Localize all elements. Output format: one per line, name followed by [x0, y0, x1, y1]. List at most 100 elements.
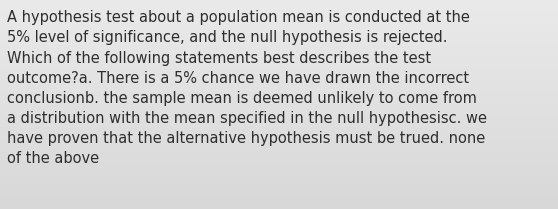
Bar — [0, 145, 558, 146]
Bar — [0, 167, 558, 168]
Bar — [0, 132, 558, 133]
Bar — [0, 6, 558, 7]
Bar — [0, 77, 558, 78]
Bar — [0, 104, 558, 105]
Bar — [0, 43, 558, 44]
Bar — [0, 1, 558, 2]
Bar — [0, 185, 558, 186]
Bar — [0, 177, 558, 178]
Bar — [0, 156, 558, 157]
Bar — [0, 146, 558, 147]
Bar — [0, 102, 558, 103]
Bar — [0, 98, 558, 99]
Bar — [0, 37, 558, 38]
Bar — [0, 90, 558, 91]
Bar — [0, 171, 558, 172]
Bar — [0, 3, 558, 4]
Bar — [0, 207, 558, 208]
Bar — [0, 121, 558, 122]
Bar — [0, 67, 558, 68]
Bar — [0, 94, 558, 95]
Bar — [0, 48, 558, 49]
Bar — [0, 142, 558, 143]
Bar — [0, 172, 558, 173]
Bar — [0, 100, 558, 101]
Bar — [0, 2, 558, 3]
Bar — [0, 201, 558, 202]
Bar — [0, 192, 558, 193]
Bar — [0, 179, 558, 180]
Bar — [0, 149, 558, 150]
Bar — [0, 173, 558, 174]
Bar — [0, 127, 558, 128]
Bar — [0, 122, 558, 123]
Bar — [0, 208, 558, 209]
Bar — [0, 133, 558, 134]
Bar — [0, 86, 558, 87]
Bar — [0, 23, 558, 24]
Bar — [0, 148, 558, 149]
Bar — [0, 7, 558, 8]
Bar — [0, 163, 558, 164]
Bar — [0, 64, 558, 65]
Bar — [0, 123, 558, 124]
Bar — [0, 159, 558, 160]
Bar — [0, 204, 558, 205]
Bar — [0, 203, 558, 204]
Bar — [0, 129, 558, 130]
Bar — [0, 138, 558, 139]
Bar — [0, 135, 558, 136]
Bar — [0, 153, 558, 154]
Bar — [0, 193, 558, 194]
Bar — [0, 76, 558, 77]
Bar — [0, 85, 558, 86]
Bar — [0, 78, 558, 79]
Bar — [0, 68, 558, 69]
Bar — [0, 96, 558, 97]
Bar — [0, 34, 558, 35]
Bar — [0, 28, 558, 29]
Bar — [0, 11, 558, 12]
Bar — [0, 4, 558, 5]
Bar — [0, 36, 558, 37]
Bar — [0, 116, 558, 117]
Bar — [0, 26, 558, 27]
Bar — [0, 10, 558, 11]
Bar — [0, 168, 558, 169]
Bar — [0, 27, 558, 28]
Bar — [0, 169, 558, 170]
Bar — [0, 136, 558, 137]
Bar — [0, 130, 558, 131]
Bar — [0, 206, 558, 207]
Bar — [0, 12, 558, 13]
Bar — [0, 126, 558, 127]
Bar — [0, 31, 558, 32]
Bar — [0, 60, 558, 61]
Bar — [0, 162, 558, 163]
Bar — [0, 134, 558, 135]
Bar — [0, 52, 558, 53]
Bar — [0, 46, 558, 47]
Bar — [0, 200, 558, 201]
Bar — [0, 0, 558, 1]
Bar — [0, 139, 558, 140]
Bar — [0, 110, 558, 111]
Bar — [0, 105, 558, 106]
Bar — [0, 128, 558, 129]
Bar — [0, 147, 558, 148]
Bar — [0, 47, 558, 48]
Bar — [0, 93, 558, 94]
Bar — [0, 14, 558, 15]
Bar — [0, 187, 558, 188]
Text: A hypothesis test about a population mean is conducted at the
5% level of signif: A hypothesis test about a population mea… — [7, 10, 487, 166]
Bar — [0, 57, 558, 58]
Bar — [0, 186, 558, 187]
Bar — [0, 87, 558, 88]
Bar — [0, 188, 558, 189]
Bar — [0, 160, 558, 161]
Bar — [0, 24, 558, 25]
Bar — [0, 113, 558, 114]
Bar — [0, 199, 558, 200]
Bar — [0, 103, 558, 104]
Bar — [0, 99, 558, 100]
